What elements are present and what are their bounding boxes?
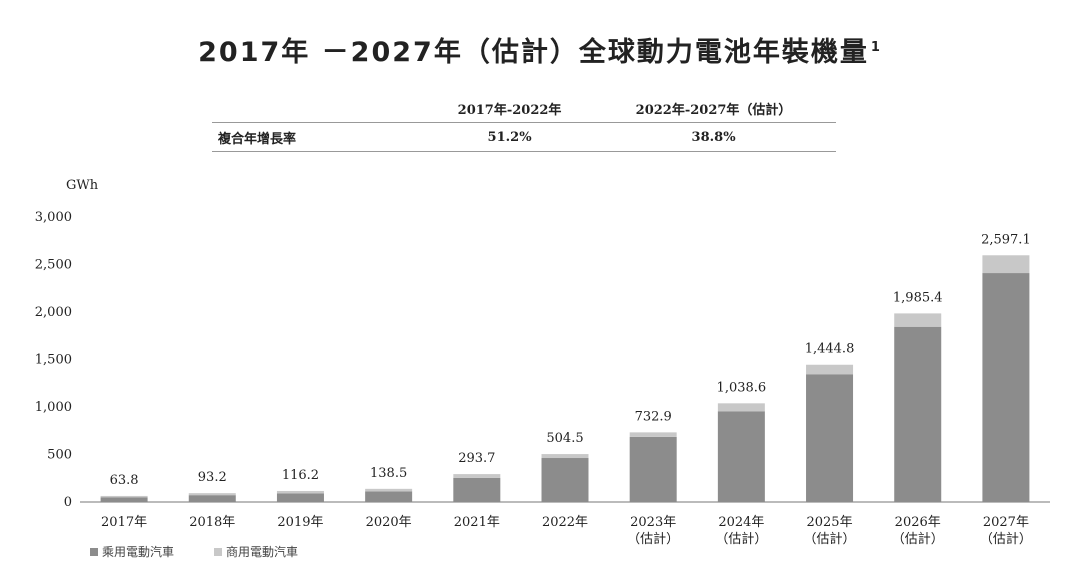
bar-total-label: 93.2 (198, 470, 227, 485)
bar-total-label: 63.8 (110, 473, 139, 488)
legend-item-passenger: 乘用電動汽車 (90, 543, 174, 560)
x-tick-label: 2027年 (983, 515, 1029, 530)
x-tick-sublabel: （估計） (804, 531, 856, 547)
x-tick-label: 2018年 (189, 515, 235, 530)
cagr-header-row: 2017年-2022年 2022年-2027年（估計） (212, 94, 836, 123)
bar-total-label: 1,444.8 (805, 342, 855, 357)
x-tick-label: 2020年 (366, 515, 412, 530)
y-tick-label: 500 (47, 448, 72, 463)
bar-segment-commercial (453, 474, 501, 478)
bar-total-label: 732.9 (635, 409, 672, 424)
bar-segment-passenger (453, 477, 501, 502)
x-tick-label: 2019年 (277, 515, 323, 530)
bar-segment-passenger (894, 326, 942, 502)
bar-segment-commercial (365, 488, 413, 492)
bar-segment-passenger (629, 436, 677, 502)
bar-segment-commercial (806, 364, 854, 375)
y-tick-label: 1,000 (35, 400, 72, 415)
x-tick-sublabel: （估計） (980, 531, 1032, 547)
bar-total-label: 116.2 (282, 468, 319, 483)
bar-total-label: 1,038.6 (717, 380, 767, 395)
bar-segment-commercial (276, 490, 324, 494)
y-tick-label: 2,500 (35, 258, 72, 273)
y-tick-label: 0 (64, 495, 72, 510)
cagr-value-1: 51.2% (428, 122, 592, 152)
bar-segment-commercial (541, 454, 589, 459)
bar-total-label: 504.5 (546, 431, 583, 446)
bar-segment-passenger (188, 495, 236, 502)
bar-segment-commercial (717, 403, 765, 412)
bar-total-label: 1,985.4 (893, 290, 943, 305)
cagr-row: 複合年增長率 51.2% 38.8% (212, 122, 836, 152)
bar-total-label: 2,597.1 (981, 232, 1031, 247)
x-tick-label: 2022年 (542, 515, 588, 530)
cagr-header-blank (212, 94, 428, 123)
y-tick-label: 2,000 (35, 305, 72, 320)
bar-segment-passenger (806, 374, 854, 502)
bar-segment-passenger (717, 411, 765, 502)
legend-swatch-passenger (90, 547, 98, 556)
x-tick-label: 2021年 (454, 515, 500, 530)
bar-segment-passenger (100, 497, 148, 502)
bar-segment-commercial (982, 255, 1030, 274)
bar-segment-commercial (629, 432, 677, 437)
title-footnote: 1 (870, 40, 882, 55)
x-tick-label: 2023年 (630, 515, 676, 530)
x-tick-sublabel: （估計） (715, 531, 767, 547)
cagr-row-label: 複合年增長率 (212, 122, 428, 152)
x-tick-label: 2024年 (718, 515, 764, 530)
bar-total-label: 138.5 (370, 466, 407, 481)
bar-segment-passenger (541, 458, 589, 502)
legend: 乘用電動汽車 商用電動汽車 (90, 543, 298, 560)
x-tick-label: 2026年 (895, 515, 941, 530)
y-tick-label: 1,500 (35, 353, 72, 368)
x-tick-sublabel: （估計） (892, 531, 944, 547)
cagr-value-2: 38.8% (591, 122, 836, 152)
bar-segment-commercial (100, 495, 148, 498)
legend-label-passenger: 乘用電動汽車 (102, 545, 175, 559)
y-axis-unit: GWh (66, 178, 99, 193)
legend-swatch-commercial (214, 547, 223, 556)
x-tick-label: 2017年 (101, 515, 147, 530)
cagr-header-period-2: 2022年-2027年（估計） (591, 94, 836, 123)
legend-label-commercial: 商用電動汽車 (226, 545, 299, 559)
bar-total-label: 293.7 (458, 451, 495, 466)
x-tick-sublabel: （估計） (627, 531, 679, 547)
bar-segment-commercial (188, 493, 236, 496)
bar-segment-passenger (982, 273, 1030, 502)
bar-segment-commercial (894, 313, 942, 327)
x-tick-label: 2025年 (806, 515, 852, 530)
bar-segment-passenger (365, 491, 413, 502)
y-tick-label: 3,000 (35, 210, 72, 225)
bar-segment-passenger (276, 493, 324, 502)
legend-item-commercial: 商用電動汽車 (214, 543, 298, 560)
chart-title: 2017年 －2027年（估計）全球動力電池年裝機量 1 (198, 37, 882, 68)
cagr-table: 2017年-2022年 2022年-2027年（估計） 複合年增長率 51.2%… (212, 94, 836, 152)
cagr-header-period-1: 2017年-2022年 (428, 94, 592, 123)
